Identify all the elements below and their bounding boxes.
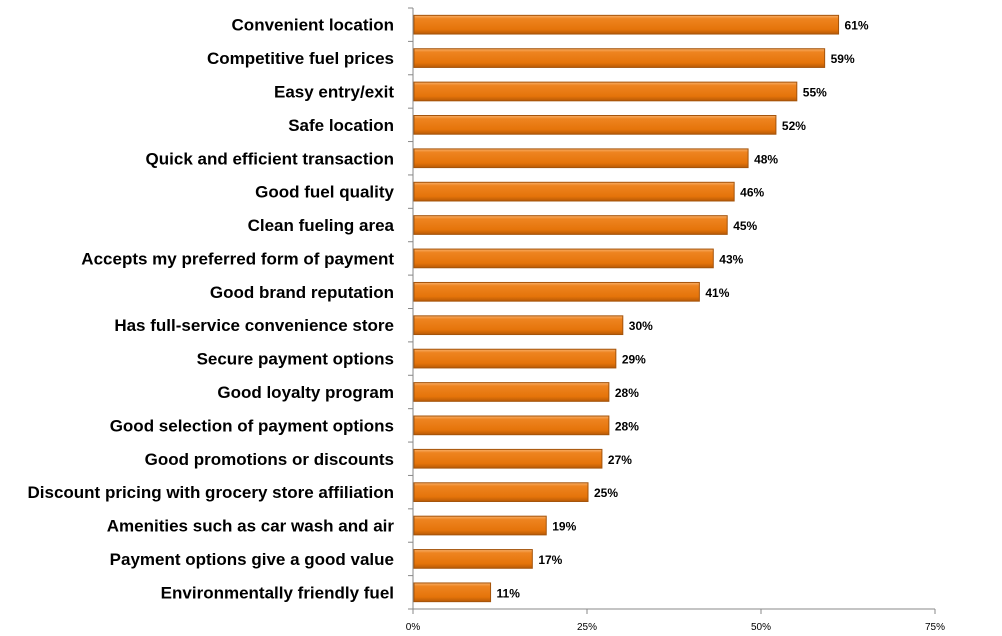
value-label: 29% [622, 353, 646, 367]
value-label: 48% [754, 152, 778, 166]
category-label: Secure payment options [197, 350, 394, 369]
bar [413, 448, 603, 469]
category-label: Competitive fuel prices [207, 49, 394, 68]
bar [413, 549, 533, 569]
bar [413, 48, 826, 68]
category-label: Discount pricing with grocery store affi… [28, 483, 395, 502]
bars-layer: Convenient location 61% Competitive fuel p… [28, 14, 869, 603]
category-label: Amenities such as car wash and air [107, 517, 395, 536]
x-tick-label: 0% [406, 622, 421, 633]
value-label: 46% [740, 186, 764, 200]
value-label: 11% [497, 586, 521, 600]
value-label: 19% [552, 520, 576, 534]
bar [413, 281, 700, 302]
axes: 0% 25% 50% 75% [406, 7, 945, 633]
value-label: 55% [803, 85, 827, 99]
category-label: Accepts my preferred form of payment [81, 249, 394, 268]
value-label: 27% [608, 453, 632, 467]
bar [413, 215, 728, 235]
value-label: 41% [705, 286, 729, 300]
bar [413, 515, 547, 536]
bar [413, 248, 714, 269]
bar [413, 348, 617, 369]
x-tick-label: 50% [751, 622, 771, 633]
bar [413, 14, 840, 35]
bar [413, 115, 777, 135]
bar [413, 482, 589, 502]
value-label: 28% [615, 386, 639, 400]
value-label: 52% [782, 119, 806, 133]
category-label: Good brand reputation [210, 283, 394, 302]
bar [413, 148, 749, 169]
value-label: 17% [538, 553, 562, 567]
bar [413, 181, 735, 202]
bar [413, 315, 624, 336]
category-label: Good loyalty program [217, 383, 394, 402]
category-label: Safe location [288, 116, 394, 135]
category-label: Good selection of payment options [110, 416, 394, 435]
value-label: 25% [594, 486, 618, 500]
value-label: 43% [719, 252, 743, 266]
value-label: 28% [615, 419, 639, 433]
bar [413, 415, 610, 436]
x-tick-label: 25% [577, 622, 597, 633]
bar [413, 582, 492, 603]
value-label: 61% [845, 19, 869, 33]
value-label: 59% [831, 52, 855, 66]
bar [413, 81, 798, 102]
category-label: Payment options give a good value [110, 550, 394, 569]
x-tick-label: 75% [925, 622, 945, 633]
category-label: Good promotions or discounts [145, 450, 394, 469]
value-label: 45% [733, 219, 757, 233]
category-label: Clean fueling area [248, 216, 395, 235]
category-label: Quick and efficient transaction [146, 149, 394, 168]
category-label: Convenient location [232, 16, 394, 35]
value-label: 30% [629, 319, 653, 333]
category-label: Good fuel quality [255, 183, 394, 202]
bar [413, 382, 610, 402]
category-label: Environmentally friendly fuel [161, 583, 394, 602]
category-label: Has full-service convenience store [114, 316, 394, 335]
category-label: Easy entry/exit [274, 82, 394, 101]
